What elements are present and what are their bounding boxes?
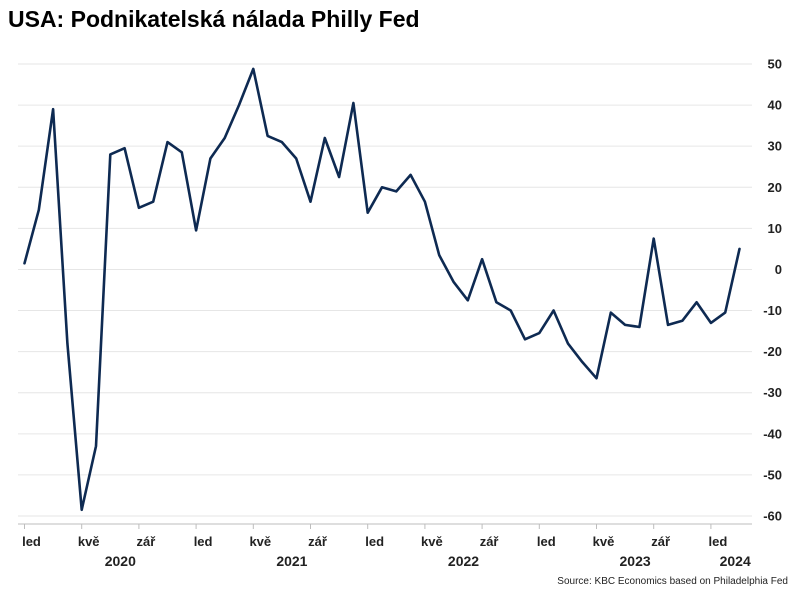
y-tick-label: 40	[768, 98, 782, 113]
x-tick-label: kvě	[249, 534, 271, 549]
x-tick-label: kvě	[421, 534, 443, 549]
series-line	[23, 67, 741, 512]
x-tick-label: led	[194, 534, 213, 549]
y-tick-label: -40	[763, 426, 782, 441]
y-tick-label: -10	[763, 303, 782, 318]
y-tick-label: -30	[763, 385, 782, 400]
series-lines	[23, 67, 741, 512]
x-tick-label: kvě	[78, 534, 100, 549]
x-tick-label: zář	[137, 534, 157, 549]
x-tick-label: zář	[651, 534, 671, 549]
year-label: 2024	[720, 553, 751, 569]
y-tick-label: -20	[763, 344, 782, 359]
chart-title: USA: Podnikatelská nálada Philly Fed	[8, 6, 420, 32]
x-tick-label: zář	[480, 534, 500, 549]
x-tick-label: kvě	[593, 534, 615, 549]
x-tick-label: led	[22, 534, 41, 549]
year-label: 2021	[276, 553, 307, 569]
year-label: 2020	[105, 553, 136, 569]
y-tick-label: -50	[763, 467, 782, 482]
y-tick-label: 20	[768, 180, 782, 195]
y-tick-label: 30	[768, 139, 782, 154]
x-tick-label: zář	[308, 534, 328, 549]
year-label: 2022	[448, 553, 479, 569]
y-tick-label: 50	[768, 57, 782, 72]
year-labels: 2020 2021 2022 2023 2024	[105, 553, 751, 569]
y-tick-label: -60	[763, 509, 782, 524]
gridlines	[18, 63, 752, 525]
x-tick-label: led	[365, 534, 384, 549]
x-tick-label: led	[537, 534, 556, 549]
source-note: Source: KBC Economics based on Philadelp…	[557, 576, 788, 587]
x-tick-label: led	[709, 534, 728, 549]
x-axis-ticks: led kvě zář led kvě zář led kvě zář led kvě zář led	[22, 524, 727, 549]
y-axis-ticks: 50 40 30 20 10 0 -10 -20 -30 -40 -50 -60	[763, 57, 782, 524]
y-tick-label: 10	[768, 221, 782, 236]
y-tick-label: 0	[775, 262, 782, 277]
year-label: 2023	[620, 553, 651, 569]
